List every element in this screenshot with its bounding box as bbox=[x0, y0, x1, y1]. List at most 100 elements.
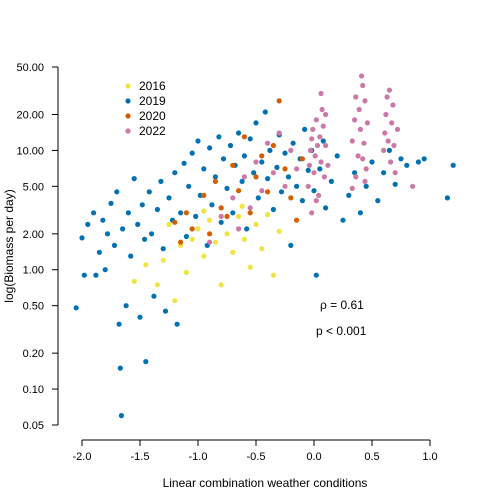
data-point-2019 bbox=[189, 150, 195, 156]
data-point-2022 bbox=[318, 159, 324, 165]
x-tick-label: 0.5 bbox=[364, 451, 379, 463]
data-point-2020 bbox=[276, 98, 282, 104]
data-point-2016 bbox=[212, 239, 218, 245]
data-point-2016 bbox=[239, 203, 245, 209]
data-point-2019 bbox=[123, 303, 129, 309]
data-point-2019 bbox=[251, 170, 257, 176]
data-point-2020 bbox=[294, 217, 300, 223]
data-point-2019 bbox=[166, 195, 172, 201]
data-point-2019 bbox=[128, 253, 134, 259]
legend-marker-2022 bbox=[125, 128, 131, 134]
data-point-2019 bbox=[244, 226, 250, 232]
data-point-2019 bbox=[352, 170, 358, 176]
legend-marker-2019 bbox=[125, 98, 131, 104]
data-point-2016 bbox=[207, 217, 213, 223]
data-point-2022 bbox=[323, 111, 329, 118]
data-point-2020 bbox=[247, 210, 253, 216]
data-point-2022 bbox=[207, 239, 213, 245]
data-point-2019 bbox=[102, 267, 108, 273]
data-point-2022 bbox=[313, 117, 319, 123]
data-point-2019 bbox=[415, 159, 421, 165]
data-point-2019 bbox=[241, 153, 247, 159]
data-point-2020 bbox=[270, 142, 276, 149]
data-point-2022 bbox=[282, 183, 288, 189]
data-point-2019 bbox=[111, 242, 118, 248]
data-point-2022 bbox=[288, 147, 294, 153]
y-tick-label: 1.00 bbox=[23, 265, 44, 277]
data-point-2022 bbox=[353, 94, 359, 100]
data-point-2019 bbox=[125, 210, 131, 216]
data-point-2019 bbox=[227, 142, 234, 149]
data-point-2022 bbox=[276, 130, 282, 136]
data-point-2020 bbox=[282, 166, 288, 172]
data-point-2019 bbox=[137, 314, 143, 320]
data-point-2016 bbox=[247, 264, 253, 270]
data-point-2022 bbox=[362, 178, 368, 184]
x-tick-label: -0.5 bbox=[247, 451, 266, 463]
data-point-2019 bbox=[96, 249, 102, 255]
data-point-2022 bbox=[361, 140, 367, 146]
data-point-2019 bbox=[265, 176, 271, 182]
data-point-2019 bbox=[216, 134, 222, 140]
data-point-2022 bbox=[352, 117, 358, 123]
data-point-2022 bbox=[236, 226, 242, 232]
data-point-2019 bbox=[174, 321, 180, 327]
data-point-2022 bbox=[319, 106, 325, 113]
data-point-2022 bbox=[316, 192, 322, 198]
data-point-2019 bbox=[421, 156, 427, 162]
data-point-2022 bbox=[363, 166, 369, 172]
data-point-2019 bbox=[178, 210, 184, 216]
legend-label-2016: 2016 bbox=[139, 79, 166, 93]
data-point-2022 bbox=[305, 183, 311, 189]
data-point-2022 bbox=[392, 170, 398, 176]
data-point-2022 bbox=[384, 94, 390, 100]
data-point-2019 bbox=[317, 166, 323, 172]
data-point-2022 bbox=[253, 159, 259, 165]
data-point-2020 bbox=[236, 188, 242, 194]
data-point-2019 bbox=[181, 160, 187, 166]
y-tick-label: 0.10 bbox=[23, 384, 44, 396]
data-point-2019 bbox=[186, 183, 192, 189]
data-point-2016 bbox=[189, 236, 195, 242]
data-point-2022 bbox=[383, 111, 389, 118]
x-tick-label: 1.0 bbox=[422, 451, 437, 463]
data-point-2019 bbox=[398, 156, 404, 162]
data-point-2020 bbox=[288, 195, 294, 201]
data-point-2022 bbox=[360, 82, 366, 89]
data-point-2019 bbox=[73, 305, 79, 311]
legend-label-2019: 2019 bbox=[139, 94, 166, 108]
data-point-2019 bbox=[158, 178, 164, 184]
data-point-2020 bbox=[201, 192, 207, 198]
data-point-2019 bbox=[139, 202, 145, 208]
data-point-2019 bbox=[262, 109, 268, 115]
data-point-2020 bbox=[299, 156, 305, 162]
x-tick-label: -2.0 bbox=[73, 451, 92, 463]
data-point-2022 bbox=[218, 213, 224, 219]
data-point-2019 bbox=[369, 159, 375, 165]
data-point-2019 bbox=[346, 192, 352, 198]
data-point-2022 bbox=[349, 138, 355, 144]
data-point-2019 bbox=[255, 195, 261, 201]
data-point-2022 bbox=[270, 170, 276, 176]
correlation-annotation: ρ = 0.61 bbox=[320, 298, 364, 312]
data-point-2016 bbox=[253, 221, 259, 227]
data-point-2020 bbox=[178, 239, 184, 245]
data-point-2022 bbox=[353, 174, 359, 180]
data-point-2019 bbox=[285, 174, 292, 180]
x-axis-title: Linear combination weather conditions bbox=[163, 476, 368, 490]
data-point-2022 bbox=[388, 159, 394, 165]
data-point-2020 bbox=[259, 153, 265, 159]
y-tick-label: 20.00 bbox=[16, 109, 44, 121]
data-point-2019 bbox=[305, 167, 311, 173]
data-point-2020 bbox=[230, 162, 236, 168]
data-point-2019 bbox=[79, 235, 85, 241]
data-point-2022 bbox=[311, 170, 317, 176]
data-point-2019 bbox=[294, 183, 300, 189]
data-point-2022 bbox=[385, 138, 391, 144]
data-point-2016 bbox=[236, 213, 242, 219]
data-point-2019 bbox=[311, 188, 317, 194]
data-point-2022 bbox=[313, 198, 319, 204]
data-point-2016 bbox=[154, 282, 160, 288]
data-point-2019 bbox=[450, 162, 456, 168]
data-point-2022 bbox=[391, 142, 397, 149]
